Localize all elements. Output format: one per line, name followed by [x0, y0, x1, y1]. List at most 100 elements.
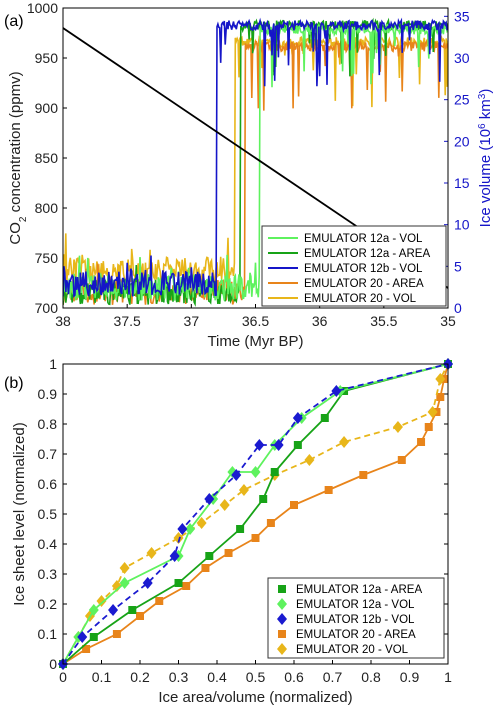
- y-right-tick-label: 10: [454, 217, 470, 233]
- data-point: [119, 577, 130, 589]
- y-tick-label: 0.2: [38, 596, 58, 612]
- y-right-tick-label: 25: [454, 92, 470, 108]
- data-point: [339, 436, 350, 448]
- data-point: [331, 385, 342, 397]
- x-tick-label: 35.5: [370, 313, 397, 329]
- x-tick-label: 0.2: [130, 669, 150, 685]
- x-tick-label: 37.5: [114, 313, 141, 329]
- panel-b-x-label: Ice area/volume (normalized): [158, 689, 352, 706]
- x-tick-label: 0.1: [92, 669, 112, 685]
- y-left-tick-label: 750: [35, 250, 59, 266]
- legend-entry: EMULATOR 12a - AREA: [304, 248, 430, 260]
- legend-marker: [278, 585, 286, 593]
- data-point: [196, 517, 207, 529]
- legend-marker: [278, 630, 286, 638]
- data-point: [142, 577, 153, 589]
- y-right-tick-label: 30: [454, 50, 470, 66]
- panel-a-legend: EMULATOR 12a - VOL EMULATOR 12a - AREA EMU…: [261, 225, 447, 307]
- panel-a-y-left-ticks: 700 750 800 850 900 950 1000: [27, 0, 67, 316]
- data-point: [320, 414, 329, 422]
- legend-entry: EMULATOR 12a - AREA: [296, 584, 422, 596]
- data-point: [417, 438, 426, 446]
- y-left-tick-label: 950: [35, 50, 59, 66]
- x-tick-label: 0: [59, 669, 67, 685]
- data-point: [270, 468, 279, 476]
- data-point: [219, 499, 230, 511]
- data-point: [392, 421, 403, 433]
- data-point: [236, 525, 245, 533]
- y-left-tick-label: 850: [35, 150, 59, 166]
- data-point: [359, 471, 368, 479]
- legend-marker: [277, 613, 287, 625]
- legend-entry: EMULATOR 12a - VOL: [304, 233, 423, 245]
- data-point: [205, 552, 214, 560]
- data-point: [128, 606, 137, 614]
- data-point: [82, 645, 91, 653]
- x-tick-label: 0.5: [246, 669, 266, 685]
- data-point: [324, 486, 333, 494]
- data-point: [304, 454, 315, 466]
- y-tick-label: 0.9: [38, 386, 58, 402]
- y-left-tick-label: 1000: [27, 0, 58, 16]
- panel-a-y-right-label: Ice volume (106 km3): [477, 89, 495, 228]
- series-line: [63, 22, 448, 301]
- data-point: [111, 580, 122, 592]
- x-tick-label: 0.7: [323, 669, 343, 685]
- x-tick-label: 0.3: [169, 669, 189, 685]
- series-line: [63, 17, 448, 298]
- x-tick-label: 1: [444, 669, 452, 685]
- x-tick-label: 0.8: [361, 669, 381, 685]
- y-right-tick-label: 5: [454, 258, 462, 274]
- data-point: [88, 604, 99, 616]
- data-point: [292, 412, 303, 424]
- data-point: [182, 582, 191, 590]
- legend-entry: EMULATOR 12b - VOL: [304, 263, 423, 275]
- x-tick-label: 36: [312, 313, 328, 329]
- panel-b-x-ticks: 0 0.1 0.2 0.3 0.4 0.5 0.6 0.7 0.8 0.9 1: [59, 660, 452, 685]
- y-tick-label: 0: [49, 656, 57, 672]
- data-point: [224, 549, 233, 557]
- panel-a-label: (a): [4, 13, 24, 30]
- data-point: [119, 562, 130, 574]
- data-point: [201, 564, 210, 572]
- x-tick-label: 0.4: [207, 669, 227, 685]
- data-point: [290, 501, 298, 509]
- data-point: [89, 633, 98, 641]
- data-point: [293, 441, 302, 449]
- y-tick-label: 0.4: [38, 536, 58, 552]
- panel-a-x-label: Time (Myr BP): [207, 333, 303, 350]
- data-point: [251, 534, 260, 542]
- y-left-tick-label: 900: [35, 100, 59, 116]
- panel-b: (b) 0 0.1 0.2 0.3 0.4 0.5 0.6 0.7 0.8 0.9 1 0 0.1 0.…: [4, 356, 453, 706]
- x-tick-label: 38: [55, 313, 71, 329]
- data-point: [238, 484, 249, 496]
- data-point: [436, 393, 445, 401]
- x-tick-label: 36.5: [242, 313, 269, 329]
- data-point: [174, 579, 183, 587]
- panel-a-y-right-ticks: 0 5 10 15 20 25 30 35: [444, 8, 470, 316]
- panel-a-x-ticks: 38 37.5 37 36.5 36 35.5 35: [55, 304, 456, 329]
- data-point: [136, 612, 144, 620]
- data-point: [204, 493, 215, 505]
- legend-marker: [277, 643, 287, 655]
- y-tick-label: 0.7: [38, 446, 58, 462]
- data-point: [77, 631, 88, 643]
- y-left-tick-label: 700: [35, 300, 59, 316]
- panel-b-label: (b): [4, 375, 24, 392]
- series-line: [62, 363, 449, 665]
- data-point: [427, 406, 438, 418]
- data-point: [259, 495, 268, 503]
- legend-box: [267, 577, 445, 659]
- data-point: [169, 550, 180, 562]
- legend-entry: EMULATOR 20 - VOL: [304, 293, 417, 305]
- data-point: [96, 595, 107, 607]
- y-tick-label: 0.8: [38, 416, 58, 432]
- y-tick-label: 0.1: [38, 626, 58, 642]
- y-left-tick-label: 800: [35, 200, 59, 216]
- legend-entry: EMULATOR 12a - VOL: [296, 599, 415, 611]
- y-tick-label: 0.5: [38, 506, 58, 522]
- legend-marker: [277, 598, 287, 610]
- data-point: [112, 630, 121, 638]
- x-tick-label: 0.6: [284, 669, 304, 685]
